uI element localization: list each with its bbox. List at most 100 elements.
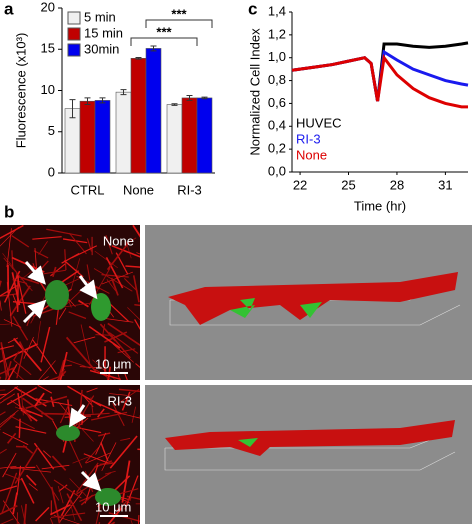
bar [181, 97, 198, 174]
significance-bracket [130, 37, 198, 46]
actin-fibre [80, 494, 94, 506]
actin-fibre [38, 360, 56, 380]
actin-fibre [79, 493, 98, 503]
actin-fibre [127, 307, 140, 321]
legend-swatch [67, 27, 81, 41]
actin-fibre [107, 507, 123, 524]
nucleus [91, 293, 111, 321]
actin-fibre [23, 503, 27, 524]
actin-fibre [9, 285, 31, 317]
actin-fibre [68, 438, 83, 468]
actin-fibre [136, 252, 140, 255]
actin-fibre [111, 245, 140, 258]
actin-fibre [22, 468, 51, 473]
legend-swatch [67, 43, 81, 57]
error-bar [201, 96, 208, 100]
actin-fibre [22, 397, 54, 421]
x-tick-label: RI-3 [177, 182, 202, 197]
micrographs [0, 225, 472, 524]
actin-fibre [43, 450, 52, 458]
actin-fibre [10, 466, 36, 469]
actin-fibre [83, 453, 108, 464]
legend-label: 5 min [84, 9, 116, 24]
actin-fibre [69, 478, 88, 498]
actin-fibre [33, 250, 49, 259]
actin-fibre [9, 415, 35, 430]
y-tick-label: 5 [48, 123, 55, 138]
actin-fibre [53, 479, 82, 499]
scale-bar-label: 10 μm [95, 499, 131, 514]
actin-fibre [132, 275, 140, 303]
actin-fibre [6, 432, 17, 444]
x-tick-label: None [123, 182, 154, 197]
actin-fibre [130, 519, 133, 524]
actin-fibre [50, 486, 61, 524]
actin-fibre [0, 226, 19, 247]
actin-fibre [2, 253, 30, 290]
actin-fibre [0, 411, 6, 416]
actin-fibre [16, 273, 27, 314]
actin-fibre [37, 385, 53, 394]
actin-fibre [0, 386, 19, 400]
actin-fibre [70, 258, 81, 291]
actin-fibre [112, 343, 134, 363]
y-tick-label: 0 [48, 164, 55, 179]
legend-swatch [67, 11, 81, 25]
actin-fibre [3, 257, 33, 292]
actin-fibre [120, 437, 131, 441]
actin-fibre [107, 322, 140, 347]
actin-fibre [28, 483, 38, 491]
error-bar [84, 97, 91, 106]
actin-fibre [95, 506, 101, 524]
scale-bar-label: 10 μm [95, 356, 131, 371]
actin-fibre [2, 346, 11, 380]
image-label: RI-3 [107, 393, 132, 408]
series-line [291, 53, 468, 109]
actin-fibre [42, 376, 49, 380]
actin-fibre [21, 505, 26, 524]
actin-fibre [135, 363, 140, 369]
actin-fibre [98, 432, 111, 437]
actin-fibre [32, 236, 62, 240]
actin-fibre [16, 512, 19, 524]
actin-fibre [124, 278, 138, 292]
actin-fibre [106, 300, 129, 322]
actin-fibre [0, 409, 19, 426]
actin-fibre [121, 460, 131, 503]
actin-fibre [0, 284, 18, 297]
x-tick-label: 31 [438, 177, 452, 192]
actin-fibre [64, 249, 67, 271]
x-axis-title: Time (hr) [354, 198, 406, 213]
actin-fibre [105, 235, 113, 255]
actin-fibre [86, 264, 91, 281]
actin-fibre [17, 392, 22, 410]
actin-fibre [86, 387, 98, 393]
actin-fibre [110, 277, 119, 296]
nucleus [56, 425, 80, 441]
actin-fibre [101, 442, 117, 472]
actin-fibre [134, 304, 140, 307]
actin-fibre [68, 311, 87, 320]
actin-fibre [40, 326, 51, 363]
y-tick-label: 0,2 [268, 141, 286, 156]
actin-fibre [36, 320, 41, 348]
actin-fibre [84, 446, 100, 464]
y-tick-label: 1,0 [268, 49, 286, 64]
actin-fibre [80, 324, 91, 366]
bar [166, 104, 183, 174]
actin-fibre [4, 361, 12, 380]
y-tick-label: 0,8 [268, 72, 286, 87]
actin-fibre [88, 325, 121, 349]
y-axis-title: Fluorescence (x10³) [13, 33, 28, 149]
actin-fibre [109, 393, 127, 396]
actin-fibre [64, 358, 91, 369]
actin-fibre [20, 477, 35, 504]
legend-label: 30min [84, 41, 119, 56]
actin-fibre [94, 368, 113, 380]
bar [145, 48, 162, 174]
error-bar [120, 89, 127, 96]
actin-fibre [1, 472, 18, 513]
actin-fibre [0, 518, 14, 524]
actin-fibre [49, 504, 71, 516]
